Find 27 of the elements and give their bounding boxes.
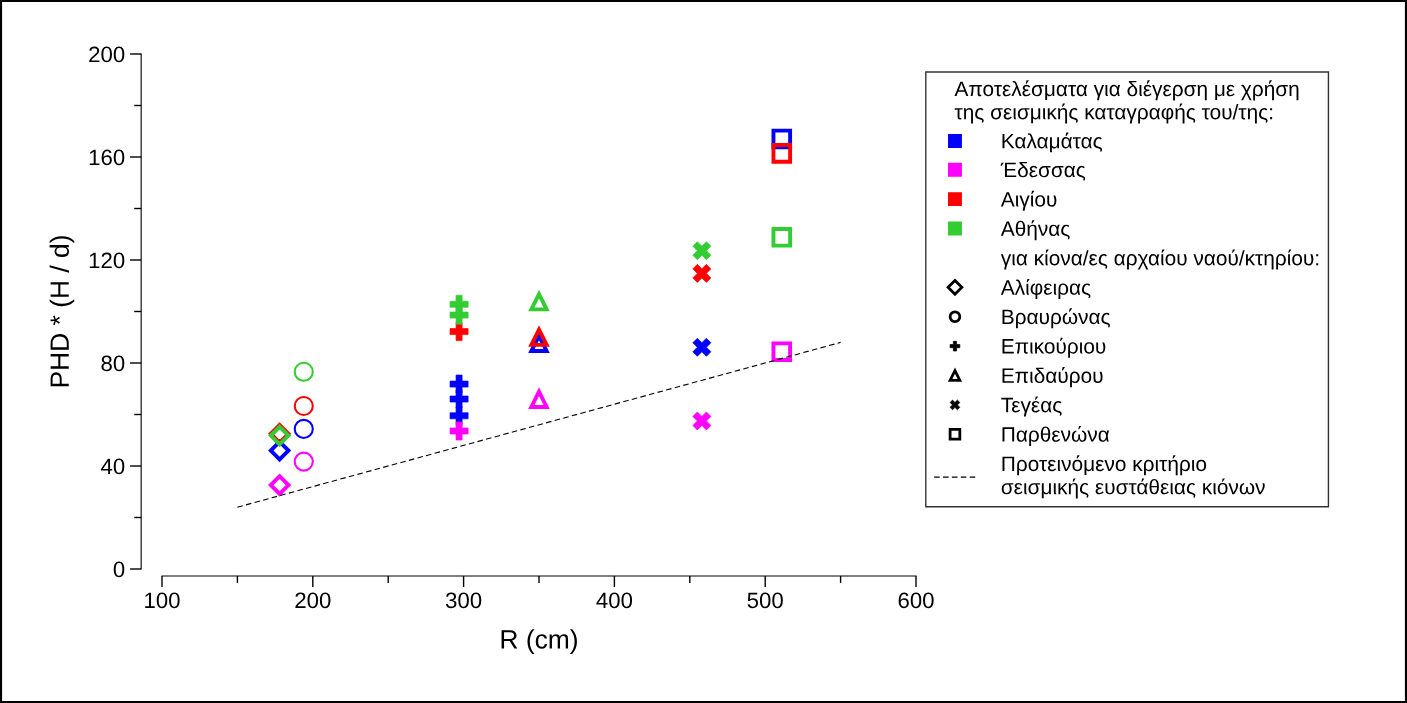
legend-label: Παρθενώνα: [1002, 425, 1110, 446]
legend-label: Επικούριου: [1002, 337, 1106, 358]
y-tick-label: 0: [113, 561, 125, 578]
legend-label: Τεγέας: [1001, 396, 1062, 417]
legend-title: Αποτελέσματα για διέγερση με χρήση της σεισμικής καταγραφής του/της:: [954, 80, 1299, 124]
x-tick-label: 600: [898, 592, 934, 609]
legend-label: Καλαμάτας: [1002, 132, 1103, 153]
x-axis-title: R (cm): [501, 629, 577, 654]
legend-label: Αθήνας: [1000, 220, 1070, 241]
x-tick-label: 200: [295, 592, 331, 609]
y-tick-label: 120: [89, 252, 125, 269]
x-tick-label: 500: [747, 592, 783, 609]
y-tick-label: 80: [101, 355, 125, 372]
y-tick-label: 160: [89, 149, 125, 166]
y-axis-title: PHD * (H / d): [49, 236, 75, 387]
x-tick-label: 100: [145, 592, 180, 609]
legend-label: Αλίφειρας: [1000, 278, 1091, 299]
x-tick-label: 300: [445, 592, 482, 609]
legend-label: Αιγίου: [1000, 190, 1057, 211]
legend-label: Προτεινόμενο κριτήριο σεισμικής ευστάθειας κιόνων: [1001, 455, 1265, 499]
legend-label: Βραυρώνας: [1002, 308, 1110, 329]
y-tick-label: 200: [89, 46, 125, 63]
legend-label: Έδεσσας: [1000, 161, 1086, 181]
y-tick-label: 40: [100, 458, 125, 475]
text: για κίονα/ες αρχαίου ναού/κτηρίου:: [1000, 249, 1319, 270]
x-tick-label: 400: [596, 592, 633, 609]
legend-label: Επιδαύρου: [1002, 367, 1103, 388]
